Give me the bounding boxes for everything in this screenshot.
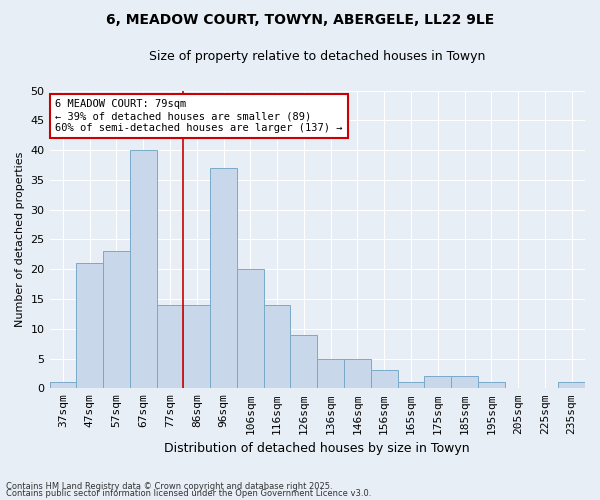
Text: 6, MEADOW COURT, TOWYN, ABERGELE, LL22 9LE: 6, MEADOW COURT, TOWYN, ABERGELE, LL22 9… (106, 12, 494, 26)
Y-axis label: Number of detached properties: Number of detached properties (15, 152, 25, 327)
Text: Contains HM Land Registry data © Crown copyright and database right 2025.: Contains HM Land Registry data © Crown c… (6, 482, 332, 491)
Bar (451, 376, 478, 388)
Bar (558, 382, 585, 388)
Bar (184, 305, 210, 388)
X-axis label: Distribution of detached houses by size in Towyn: Distribution of detached houses by size … (164, 442, 470, 455)
Text: Contains public sector information licensed under the Open Government Licence v3: Contains public sector information licen… (6, 489, 371, 498)
Bar (103, 252, 130, 388)
Bar (290, 334, 317, 388)
Bar (264, 305, 290, 388)
Bar (76, 264, 103, 388)
Bar (478, 382, 505, 388)
Bar (371, 370, 398, 388)
Bar (130, 150, 157, 388)
Bar (424, 376, 451, 388)
Bar (50, 382, 76, 388)
Bar (157, 305, 184, 388)
Bar (210, 168, 237, 388)
Title: Size of property relative to detached houses in Towyn: Size of property relative to detached ho… (149, 50, 485, 63)
Bar (237, 269, 264, 388)
Bar (398, 382, 424, 388)
Bar (344, 358, 371, 388)
Bar (317, 358, 344, 388)
Text: 6 MEADOW COURT: 79sqm
← 39% of detached houses are smaller (89)
60% of semi-deta: 6 MEADOW COURT: 79sqm ← 39% of detached … (55, 100, 343, 132)
